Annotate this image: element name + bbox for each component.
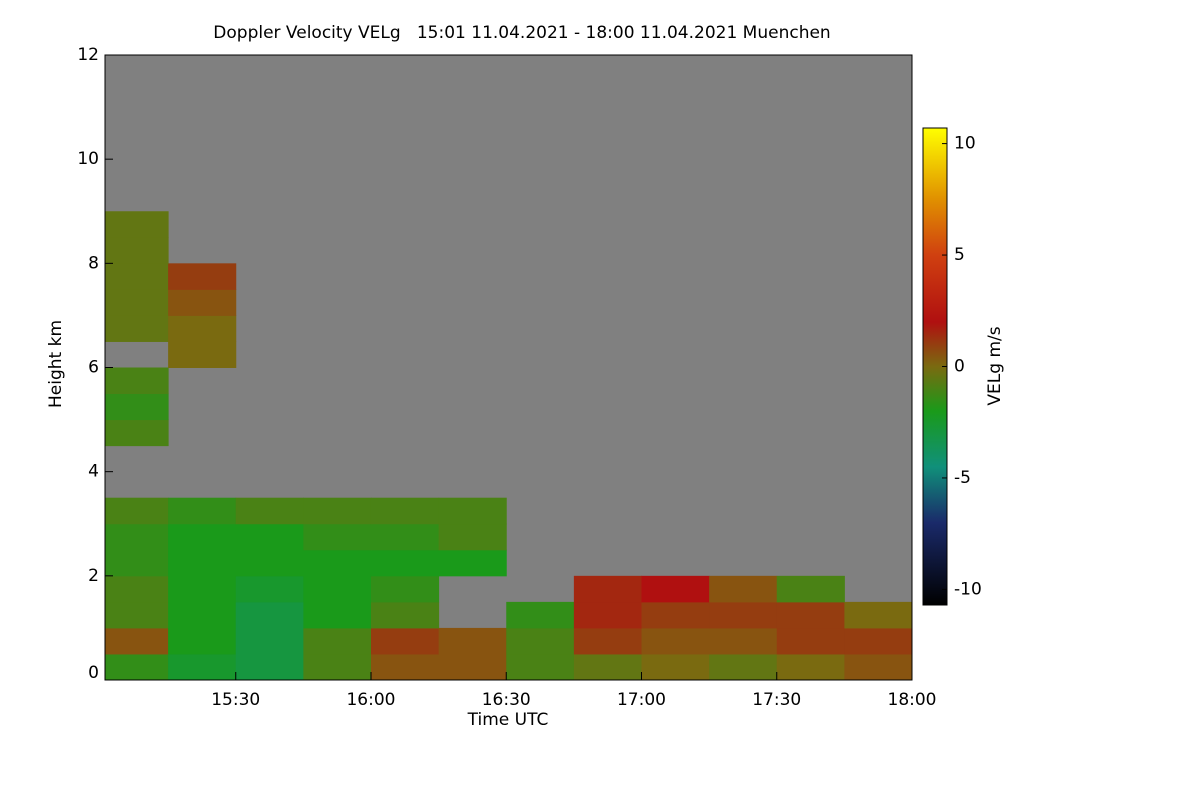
heatmap-cell: [168, 289, 237, 316]
heatmap-cell: [370, 601, 440, 629]
y-tick-label: 4: [88, 462, 99, 482]
heatmap-cell: [506, 627, 575, 655]
heatmap-cell: [235, 549, 304, 577]
x-axis-label: Time UTC: [467, 710, 549, 730]
heatmap-cell: [105, 497, 169, 525]
heatmap-cell: [168, 315, 237, 342]
heatmap-cell: [235, 523, 304, 551]
heatmap-cell: [573, 575, 642, 603]
heatmap-cell: [168, 627, 237, 655]
heatmap-cell: [709, 653, 778, 681]
heatmap-cell: [105, 211, 169, 238]
x-tick-label: 17:30: [752, 690, 801, 710]
heatmap-cell: [370, 523, 440, 551]
heatmap-cell: [573, 627, 642, 655]
colorbar-tick-label: 10: [954, 134, 976, 154]
heatmap-cell: [105, 315, 169, 342]
heatmap-cell: [168, 549, 237, 577]
heatmap-cell: [105, 263, 169, 290]
heatmap-cell: [776, 653, 845, 681]
heatmap-cell: [105, 627, 169, 655]
colorbar-tick-label: -10: [954, 579, 982, 599]
y-tick-label: 0: [88, 663, 99, 683]
heatmap-cell: [641, 653, 710, 681]
heatmap-cell: [303, 549, 372, 577]
y-tick-label: 10: [77, 149, 99, 169]
heatmap-cell: [168, 575, 237, 603]
heatmap-cell: [709, 627, 778, 655]
heatmap-cell: [709, 601, 778, 629]
heatmap-cell: [641, 575, 710, 603]
heatmap-cell: [370, 653, 440, 681]
heatmap-cell: [303, 497, 372, 525]
heatmap-cell: [709, 575, 778, 603]
y-axis-label: Height km: [46, 320, 66, 408]
heatmap-cell: [168, 263, 237, 290]
colorbar-tick-label: 5: [954, 245, 965, 265]
heatmap-cell: [235, 497, 304, 525]
heatmap-cell: [641, 601, 710, 629]
y-tick-label: 6: [88, 358, 99, 378]
colorbar-tick-label: 0: [954, 357, 965, 377]
heatmap-cell: [168, 653, 237, 681]
colorbar-tick-label: -5: [954, 468, 971, 488]
heatmap-cell: [776, 627, 845, 655]
heatmap-cell: [370, 549, 440, 577]
heatmap-cell: [303, 653, 372, 681]
heatmap-cell: [303, 575, 372, 603]
x-tick-label: 16:30: [482, 690, 531, 710]
heatmap-cell: [573, 653, 642, 681]
heatmap-cell: [844, 653, 913, 681]
x-tick-label: 18:00: [888, 690, 937, 710]
heatmap-cell: [438, 497, 507, 525]
heatmap-cell: [105, 575, 169, 603]
heatmap-cell: [168, 497, 237, 525]
heatmap-cell: [303, 601, 372, 629]
heatmap-cell: [776, 575, 845, 603]
heatmap-cell: [105, 601, 169, 629]
heatmap-cell: [105, 523, 169, 551]
heatmap-cell: [168, 601, 237, 629]
heatmap-cell: [438, 523, 507, 551]
heatmap-cell: [506, 601, 575, 629]
x-tick-label: 17:00: [617, 690, 666, 710]
heatmap-cell: [438, 627, 507, 655]
heatmap-cell: [105, 237, 169, 264]
heatmap-cell: [168, 341, 237, 368]
heatmap-cell: [105, 289, 169, 316]
heatmap-cell: [370, 575, 440, 603]
y-tick-label: 8: [88, 253, 99, 273]
heatmap-cell: [641, 627, 710, 655]
heatmap-cell: [105, 653, 169, 681]
x-tick-label: 16:00: [346, 690, 395, 710]
heatmap-cell: [235, 601, 304, 629]
heatmap-cell: [844, 627, 913, 655]
heatmap-cell: [235, 627, 304, 655]
heatmap-cell: [105, 367, 169, 395]
y-tick-label: 12: [77, 45, 99, 65]
heatmap-cell: [844, 601, 913, 629]
heatmap-cell: [105, 419, 169, 447]
heatmap-cell: [573, 601, 642, 629]
chart-title: Doppler Velocity VELg 15:01 11.04.2021 -…: [213, 23, 830, 43]
heatmap-cell: [105, 393, 169, 421]
y-tick-label: 2: [88, 566, 99, 586]
colorbar-label: VELg m/s: [985, 326, 1005, 405]
heatmap-cell: [370, 627, 440, 655]
heatmap-cell: [105, 549, 169, 577]
heatmap-cell: [370, 497, 440, 525]
heatmap-cell: [303, 523, 372, 551]
x-tick-label: 15:30: [211, 690, 260, 710]
heatmap-cell: [168, 523, 237, 551]
heatmap-cell: [235, 575, 304, 603]
heatmap-cell: [235, 653, 304, 681]
heatmap-cell: [438, 653, 507, 681]
heatmap-cell: [506, 653, 575, 681]
heatmap-cell: [776, 601, 845, 629]
heatmap-cell: [303, 627, 372, 655]
heatmap-cell: [438, 549, 507, 577]
